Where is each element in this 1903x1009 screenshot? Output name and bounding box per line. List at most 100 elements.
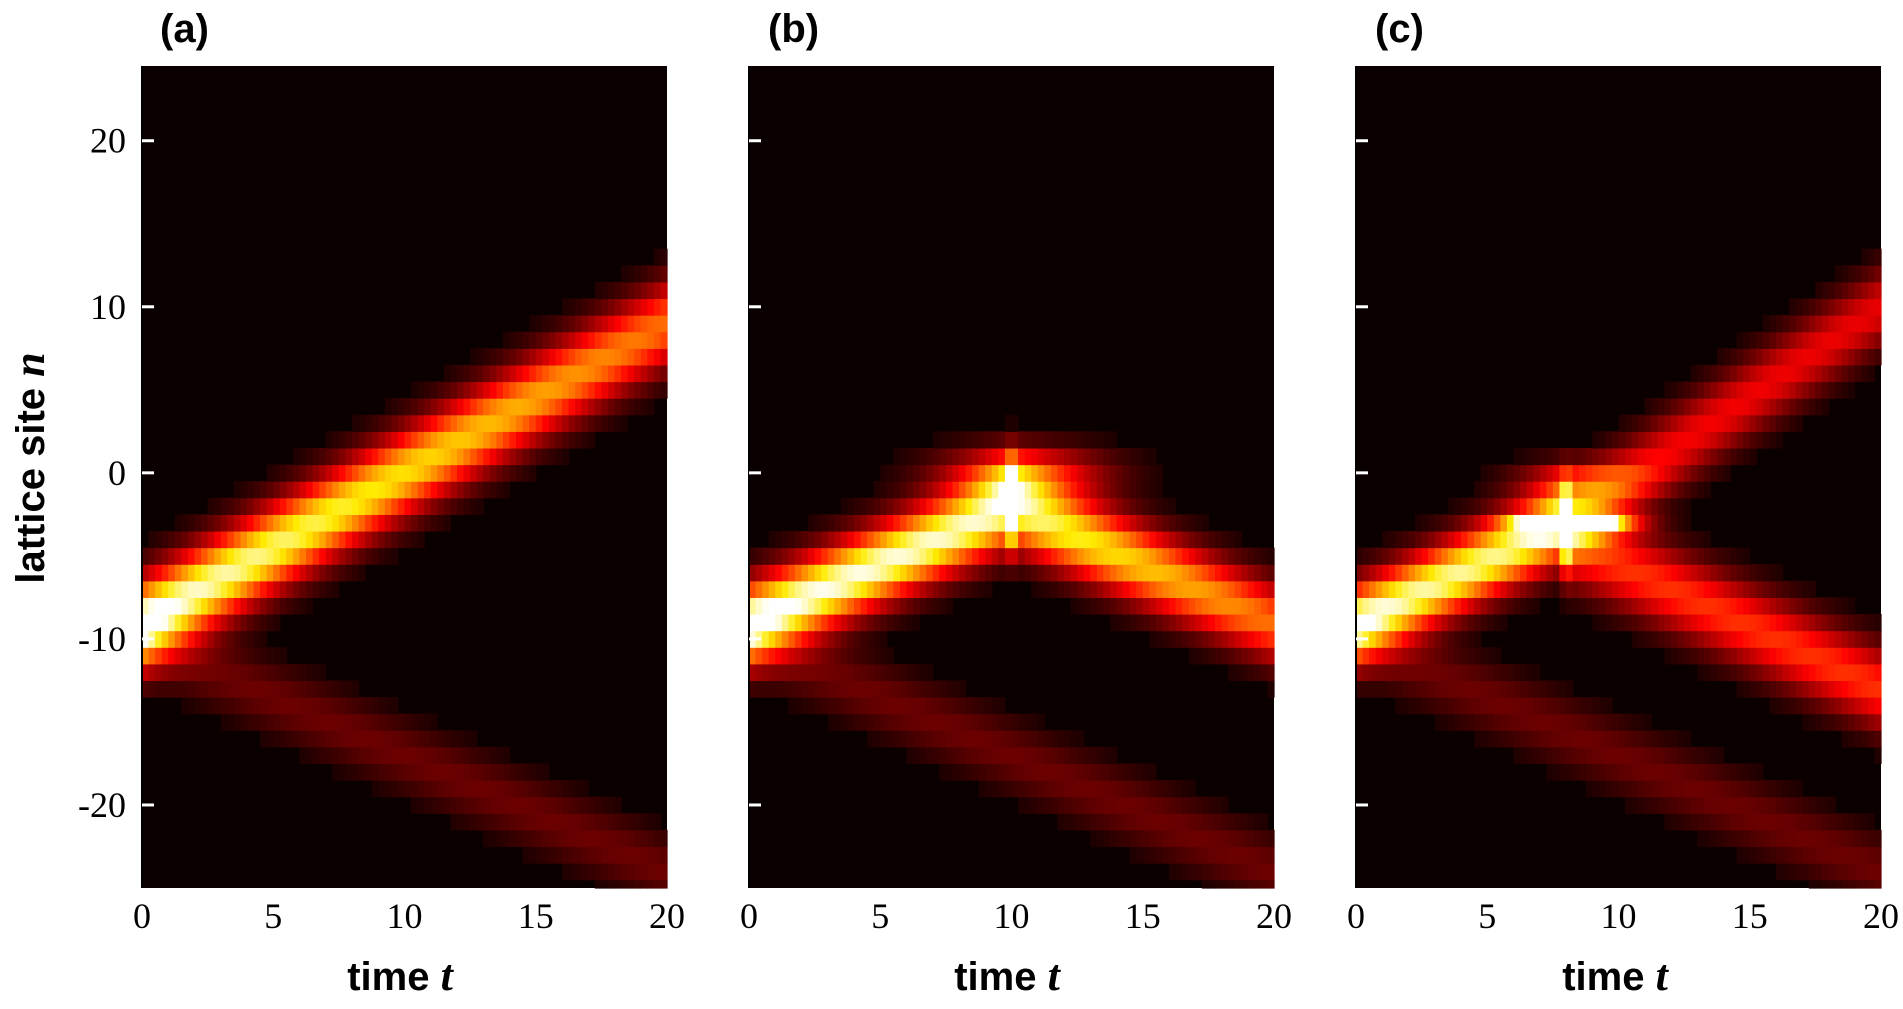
heatmap-cell [601, 846, 609, 864]
heatmap-cell [1684, 530, 1692, 549]
heatmap-cell [1116, 530, 1124, 549]
heatmap-cell [424, 796, 432, 814]
heatmap-cell [319, 564, 327, 582]
heatmap-cell [1867, 680, 1876, 698]
heatmap-cell [397, 730, 406, 748]
heatmap-cell [1625, 564, 1633, 582]
heatmap-cell [1369, 597, 1377, 615]
heatmap-cell [1136, 846, 1144, 864]
heatmap-cell [1533, 697, 1541, 715]
heatmap-cell [788, 597, 796, 615]
heatmap-cell [1867, 348, 1876, 366]
heatmap-cell [768, 630, 776, 648]
heatmap-cell [601, 796, 609, 814]
heatmap-cell [1841, 713, 1849, 731]
heatmap-cell [1090, 481, 1098, 499]
heatmap-cell [1031, 530, 1039, 549]
heatmap-cell [1802, 315, 1810, 333]
heatmap-cell [1070, 763, 1078, 781]
heatmap-cell [594, 398, 602, 416]
heatmap-cell [1155, 846, 1164, 864]
heatmap-cell [647, 879, 655, 889]
heatmap-cell [945, 464, 954, 482]
heatmap-cell [1221, 547, 1229, 565]
heatmap-cell [1585, 597, 1593, 615]
heatmap-cell [1260, 597, 1269, 615]
heatmap-cell [801, 663, 809, 682]
heatmap-cell [581, 414, 589, 432]
heatmap-cell [1677, 614, 1685, 632]
heatmap-cell [808, 614, 816, 632]
heatmap-cell [1267, 680, 1275, 698]
heatmap-cell [1480, 564, 1488, 582]
heatmap-cell [919, 464, 927, 482]
heatmap-cell [939, 680, 947, 698]
heatmap-cell [1050, 746, 1059, 765]
heatmap-cell [1546, 746, 1554, 765]
heatmap-cell [1408, 697, 1416, 715]
heatmap-cell [1821, 630, 1830, 648]
heatmap-cell [1808, 680, 1816, 698]
heatmap-cell [1710, 647, 1718, 665]
heatmap-cell [286, 597, 294, 615]
heatmap-cell [627, 829, 635, 848]
heatmap-cell [430, 431, 438, 449]
heatmap-cell [594, 348, 602, 366]
heatmap-cell [470, 464, 478, 482]
heatmap-cell [404, 763, 412, 781]
heatmap-cell [1506, 697, 1515, 715]
heatmap-cell [1710, 464, 1718, 482]
heatmap-cell [1109, 530, 1118, 549]
heatmap-cell [1716, 647, 1725, 665]
heatmap-cell [529, 364, 537, 383]
heatmap-cell [1454, 564, 1462, 582]
heatmap-cell [660, 331, 668, 349]
heatmap-cell [952, 431, 960, 449]
heatmap-cell [306, 481, 314, 499]
heatmap-cell [1077, 464, 1085, 482]
heatmap-cell [358, 447, 366, 466]
heatmap-cell [1579, 547, 1587, 565]
heatmap-cell [794, 697, 803, 715]
heatmap-cell [1566, 497, 1574, 515]
heatmap-cell [516, 414, 524, 432]
heatmap-cell [1037, 796, 1045, 814]
heatmap-cell [378, 530, 386, 549]
heatmap-cell [1234, 846, 1242, 864]
heatmap-cell [985, 763, 993, 781]
heatmap-cell [1710, 564, 1718, 582]
heatmap-cell [1566, 514, 1574, 532]
heatmap-cell [854, 713, 862, 731]
heatmap-cell [1867, 730, 1876, 748]
heatmap-cell [1044, 547, 1052, 565]
heatmap-cell [1136, 580, 1144, 598]
heatmap-cell [1064, 481, 1072, 499]
heatmap-cell [594, 796, 602, 814]
heatmap-cell [1064, 497, 1072, 515]
heatmap-cell [939, 497, 947, 515]
heatmap-cell [1247, 813, 1255, 831]
heatmap-cell [1506, 730, 1515, 748]
heatmap-cell [808, 514, 816, 532]
heatmap-cell [1769, 663, 1777, 682]
heatmap-cell [1631, 514, 1639, 532]
heatmap-cell [338, 746, 347, 765]
heatmap-cell [1572, 713, 1580, 731]
heatmap-cell [945, 564, 954, 582]
heatmap-cell [266, 663, 274, 682]
heatmap-cell [1802, 863, 1810, 881]
heatmap-cell [1690, 813, 1698, 831]
heatmap-cell [1815, 863, 1823, 881]
heatmap-cell [913, 547, 921, 565]
heatmap-cell [365, 431, 373, 449]
heatmap-cell [840, 680, 849, 698]
heatmap-cell [1182, 630, 1190, 648]
heatmap-cell [821, 514, 829, 532]
heatmap-cell [1247, 614, 1255, 632]
heatmap-cell [1703, 547, 1711, 565]
heatmap-cell [1129, 514, 1137, 532]
heatmap-cell [1500, 730, 1508, 748]
heatmap-cell [1195, 580, 1203, 598]
heatmap-cell [1605, 746, 1613, 765]
heatmap-cell [1356, 580, 1364, 598]
